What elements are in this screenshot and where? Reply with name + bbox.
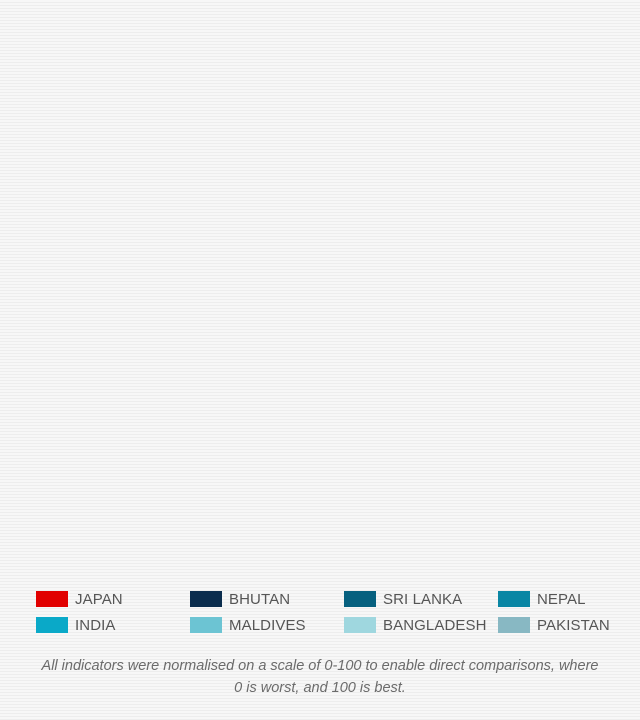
legend-item-maldives: MALDIVES	[190, 615, 306, 635]
legend-item-bhutan: BHUTAN	[190, 589, 290, 609]
legend-swatch-bhutan	[190, 591, 222, 607]
legend-item-india: INDIA	[36, 615, 116, 635]
legend-label-pakistan: PAKISTAN	[537, 616, 610, 634]
chart-area	[0, 0, 640, 580]
legend-item-pakistan: PAKISTAN	[498, 615, 610, 635]
footnote: All indicators were normalised on a scal…	[41, 658, 599, 696]
legend-label-nepal: NEPAL	[537, 590, 586, 608]
legend-swatch-sri-lanka	[344, 591, 376, 607]
legend-item-japan: JAPAN	[36, 589, 123, 609]
legend-swatch-nepal	[498, 591, 530, 607]
legend-label-japan: JAPAN	[75, 590, 123, 608]
legend-item-bangladesh: BANGLADESH	[344, 615, 487, 635]
legend-label-bhutan: BHUTAN	[229, 590, 291, 608]
legend-label-bangladesh: BANGLADESH	[383, 616, 487, 634]
legend-label-maldives: MALDIVES	[229, 616, 306, 634]
legend-swatch-india	[36, 617, 68, 633]
legend-item-nepal: NEPAL	[498, 589, 586, 609]
legend-swatch-maldives	[190, 617, 222, 633]
legend-swatch-japan	[36, 591, 68, 607]
legend-swatch-bangladesh	[344, 617, 376, 633]
legend-swatch-pakistan	[498, 617, 530, 633]
legend-label-sri-lanka: SRI LANKA	[383, 590, 463, 608]
legend-label-india: INDIA	[75, 616, 116, 634]
legend-item-sri-lanka: SRI LANKA	[344, 589, 462, 609]
